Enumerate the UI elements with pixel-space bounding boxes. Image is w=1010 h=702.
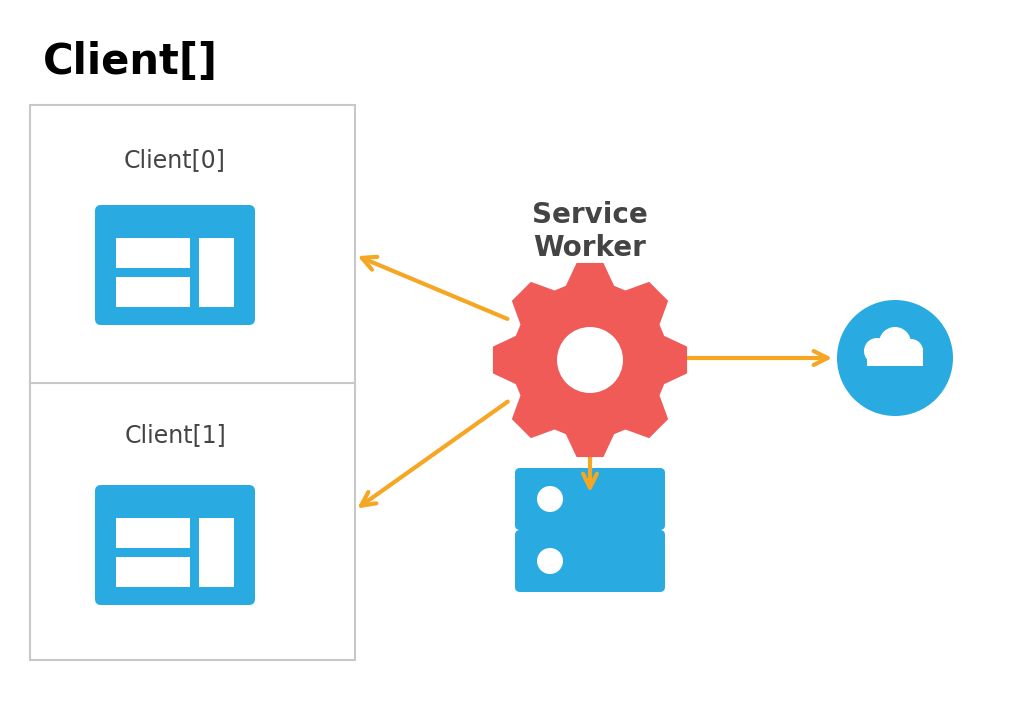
Circle shape — [879, 327, 911, 359]
Circle shape — [537, 548, 563, 574]
Bar — [199, 238, 234, 307]
Bar — [116, 557, 191, 587]
Bar — [199, 518, 234, 587]
Text: Worker: Worker — [533, 234, 646, 262]
Circle shape — [837, 300, 953, 416]
Circle shape — [899, 339, 923, 363]
Bar — [116, 277, 191, 307]
Text: Client[0]: Client[0] — [124, 148, 226, 172]
Circle shape — [537, 486, 563, 512]
Circle shape — [864, 338, 890, 364]
Bar — [30, 105, 355, 660]
Bar — [116, 238, 191, 268]
Text: Client[1]: Client[1] — [124, 423, 226, 447]
FancyBboxPatch shape — [515, 468, 665, 530]
Circle shape — [557, 327, 623, 393]
Bar — [116, 518, 191, 548]
Text: Service: Service — [532, 201, 647, 229]
Text: Client[]: Client[] — [42, 41, 217, 83]
FancyBboxPatch shape — [515, 530, 665, 592]
Bar — [867, 348, 923, 366]
Polygon shape — [493, 263, 687, 457]
FancyBboxPatch shape — [95, 205, 255, 325]
FancyBboxPatch shape — [95, 485, 255, 605]
